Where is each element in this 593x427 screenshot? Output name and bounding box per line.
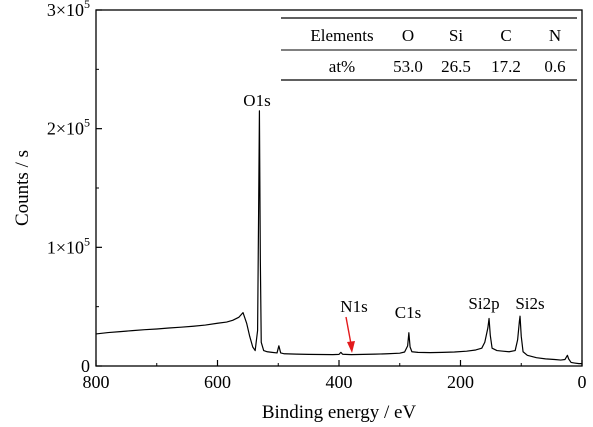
y-tick-label: 3×105 (47, 0, 90, 20)
y-tick-label: 2×105 (47, 116, 90, 139)
table-header-si: Si (449, 26, 463, 45)
y-tick-mantissa: 3×10 (47, 0, 84, 20)
peak-label-si2p: Si2p (468, 294, 499, 313)
y-tick-mantissa: 0 (81, 356, 90, 376)
y-tick-exponent: 5 (84, 234, 90, 248)
x-tick-label: 0 (578, 372, 587, 392)
y-tick-mantissa: 1×10 (47, 237, 84, 257)
n1s-arrow-head (347, 341, 355, 353)
peak-label-c1s: C1s (395, 303, 421, 322)
table-header-elements: Elements (310, 26, 373, 45)
y-tick-label: 0 (81, 356, 90, 376)
x-axis-label: Binding energy / eV (262, 402, 417, 423)
x-tick-label: 200 (447, 372, 474, 392)
y-tick-exponent: 5 (84, 0, 90, 11)
n1s-arrow (345, 316, 355, 353)
y-tick-mantissa: 2×10 (47, 119, 84, 139)
x-axis-ticks: 800 600 400 200 0 (83, 360, 587, 392)
n1s-arrow-shaft (345, 316, 352, 345)
table-value-o: 53.0 (393, 57, 423, 76)
x-tick-label: 800 (83, 372, 110, 392)
table-value-n: 0.6 (544, 57, 565, 76)
peak-label-n1s: N1s (340, 297, 367, 316)
table-value-c: 17.2 (491, 57, 521, 76)
table-row-label: at% (329, 57, 355, 76)
y-tick-label: 1×105 (47, 234, 90, 257)
table-header-o: O (402, 26, 414, 45)
table-header-n: N (549, 26, 561, 45)
x-tick-label: 400 (326, 372, 353, 392)
peak-label-si2s: Si2s (515, 294, 544, 313)
y-tick-exponent: 5 (84, 116, 90, 130)
peak-label-o1s: O1s (243, 91, 270, 110)
x-tick-label: 600 (204, 372, 231, 392)
table-value-si: 26.5 (441, 57, 471, 76)
spectrum-line (95, 110, 582, 365)
inset-table: Elements O Si C N at% 53.0 26.5 17.2 0.6 (281, 17, 577, 81)
y-axis-label: Counts / s (12, 150, 33, 226)
table-header-c: C (500, 26, 511, 45)
